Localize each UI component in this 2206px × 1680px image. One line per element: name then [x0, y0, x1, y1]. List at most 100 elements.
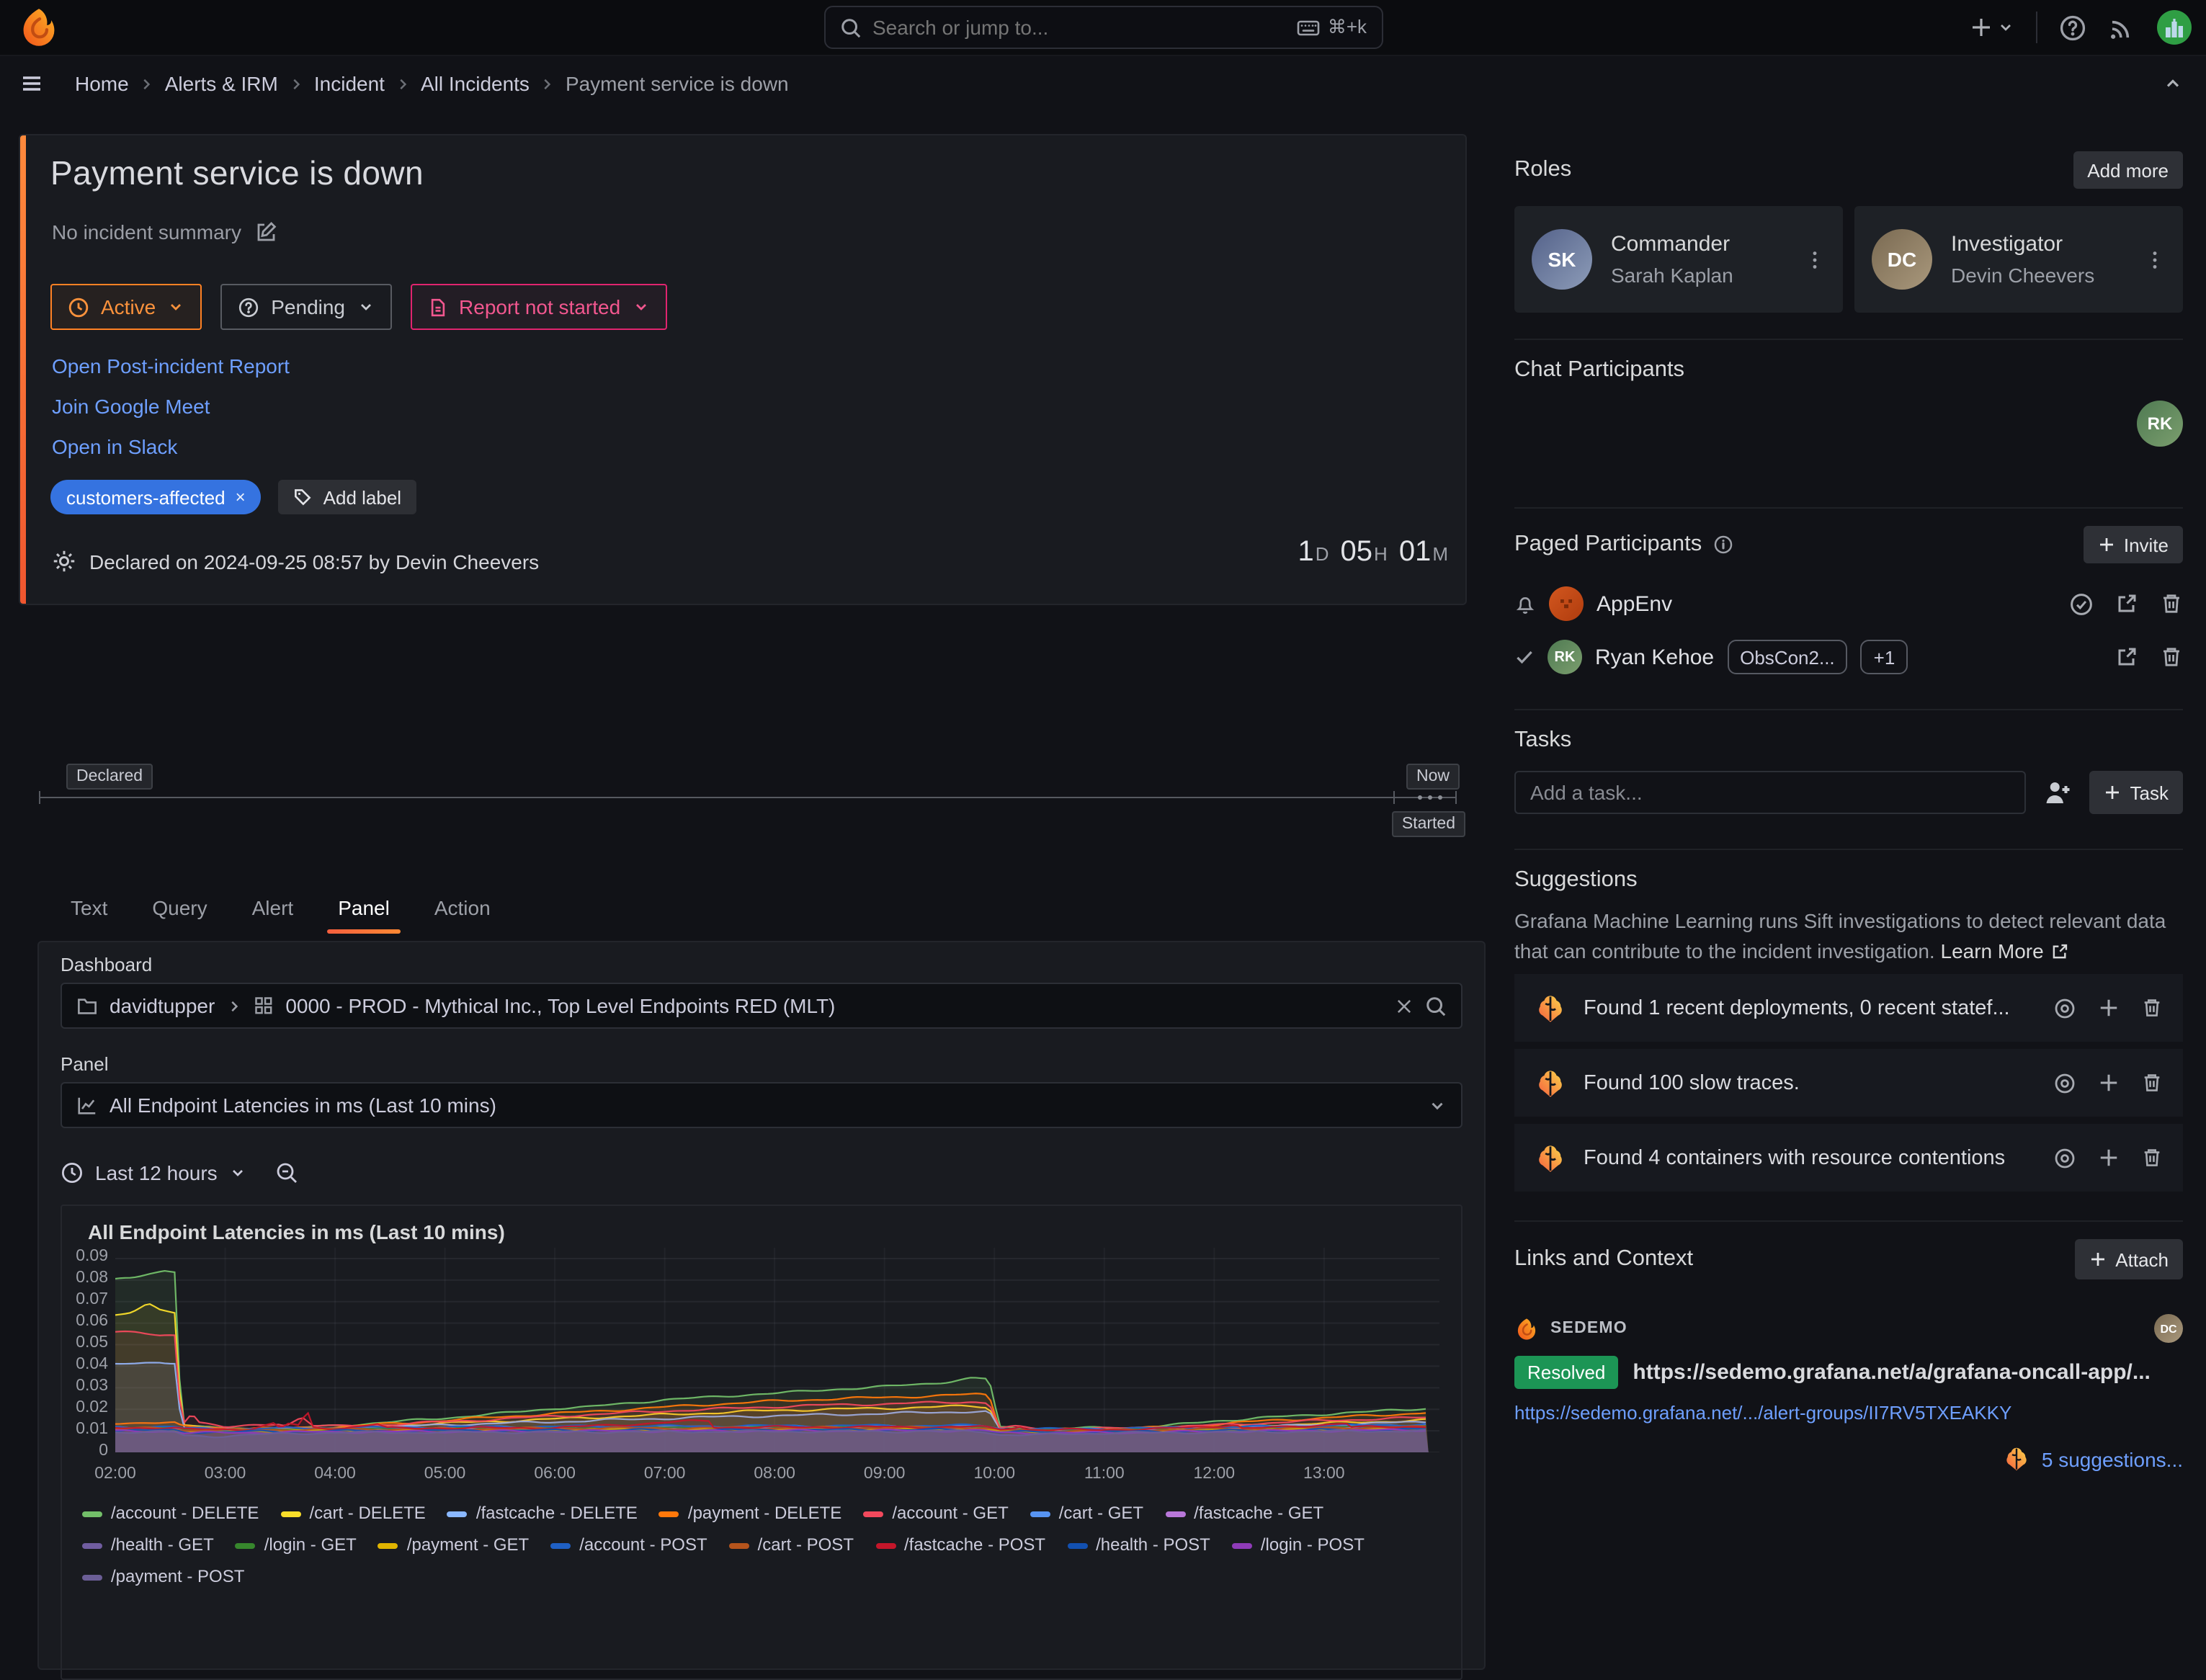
- clear-icon[interactable]: [1395, 996, 1414, 1015]
- legend-item[interactable]: /account - GET: [863, 1498, 1009, 1529]
- collapse-header-icon[interactable]: [2163, 73, 2183, 93]
- chat-participant-avatar[interactable]: RK: [2137, 401, 2183, 447]
- more-schedules-chip[interactable]: +1: [1860, 640, 1908, 674]
- plus-icon[interactable]: [2098, 1147, 2120, 1169]
- legend-item[interactable]: /account - POST: [550, 1530, 707, 1560]
- legend-swatch: [728, 1542, 749, 1548]
- remove-label-icon[interactable]: ×: [235, 487, 246, 507]
- tab-panel[interactable]: Panel: [326, 890, 401, 934]
- role-person: Sarah Kaplan: [1611, 264, 1733, 287]
- user-avatar[interactable]: [2157, 10, 2192, 45]
- breadcrumb-alerts-irm[interactable]: Alerts & IRM: [164, 71, 278, 94]
- add-task-button[interactable]: Task: [2089, 771, 2183, 814]
- check-circle-icon[interactable]: [2069, 591, 2094, 616]
- status-report-dropdown[interactable]: Report not started: [410, 284, 667, 330]
- timeline-now-chip[interactable]: Now: [1406, 764, 1460, 790]
- legend-label: /login - POST: [1260, 1534, 1365, 1555]
- legend-item[interactable]: /cart - POST: [728, 1530, 854, 1560]
- legend-item[interactable]: /payment - DELETE: [658, 1498, 841, 1529]
- tab-action[interactable]: Action: [434, 896, 491, 919]
- breadcrumb-incident[interactable]: Incident: [313, 71, 385, 94]
- kebab-menu-icon[interactable]: [2144, 249, 2166, 270]
- suggestion-item[interactable]: Found 1 recent deployments, 0 recent sta…: [1514, 974, 2183, 1042]
- legend-item[interactable]: /fastcache - POST: [875, 1530, 1045, 1560]
- focus-icon[interactable]: [2053, 1146, 2076, 1169]
- legend-item[interactable]: /login - POST: [1231, 1530, 1365, 1560]
- trash-icon[interactable]: [2141, 997, 2163, 1019]
- add-more-roles-button[interactable]: Add more: [2073, 151, 2183, 189]
- suggestions-count-link[interactable]: 5 suggestions...: [2041, 1447, 2183, 1470]
- attached-link-title[interactable]: https://sedemo.grafana.net/a/grafana-onc…: [1633, 1360, 2151, 1385]
- tab-alert[interactable]: Alert: [251, 896, 294, 919]
- legend-item[interactable]: /payment - POST: [82, 1562, 244, 1592]
- legend-label: /account - DELETE: [111, 1503, 259, 1523]
- legend-item[interactable]: /account - DELETE: [82, 1498, 259, 1529]
- new-menu-button[interactable]: [1970, 16, 2014, 39]
- invite-button[interactable]: Invite: [2083, 526, 2183, 563]
- legend-swatch: [863, 1511, 884, 1516]
- dashboard-picker[interactable]: davidtupper 0000 - PROD - Mythical Inc.,…: [61, 983, 1463, 1029]
- legend-item[interactable]: /cart - GET: [1030, 1498, 1143, 1529]
- zoom-out-icon[interactable]: [275, 1161, 298, 1184]
- plus-icon[interactable]: [2098, 997, 2120, 1019]
- suggestion-text: Found 1 recent deployments, 0 recent sta…: [1584, 996, 2010, 1019]
- status-active-dropdown[interactable]: Active: [50, 284, 202, 330]
- open-post-incident-report-link[interactable]: Open Post-incident Report: [52, 354, 290, 377]
- add-task-input[interactable]: [1514, 771, 2027, 814]
- timeline-started-chip[interactable]: Started: [1391, 811, 1465, 837]
- label-chip[interactable]: customers-affected ×: [50, 480, 262, 514]
- dashboard-folder: davidtupper: [110, 994, 215, 1017]
- legend-item[interactable]: /payment - GET: [378, 1530, 529, 1560]
- breadcrumb-all-incidents[interactable]: All Incidents: [420, 71, 530, 94]
- legend-item[interactable]: /health - GET: [82, 1530, 214, 1560]
- kebab-menu-icon[interactable]: [1804, 249, 1826, 270]
- info-icon[interactable]: [1713, 535, 1733, 555]
- open-in-slack-link[interactable]: Open in Slack: [52, 435, 178, 458]
- menu-toggle-icon[interactable]: [20, 71, 43, 94]
- trash-icon[interactable]: [2160, 592, 2183, 615]
- search-input[interactable]: [872, 16, 1286, 39]
- attach-button[interactable]: Attach: [2075, 1239, 2183, 1279]
- timeline-declared-chip[interactable]: Declared: [66, 764, 153, 790]
- role-card-commander[interactable]: SK Commander Sarah Kaplan: [1514, 206, 1843, 313]
- join-google-meet-link[interactable]: Join Google Meet: [52, 395, 210, 418]
- suggestion-item[interactable]: Found 100 slow traces.: [1514, 1049, 2183, 1117]
- trash-icon[interactable]: [2141, 1072, 2163, 1094]
- x-tick-label: 02:00: [94, 1465, 136, 1483]
- time-range-picker[interactable]: Last 12 hours: [95, 1161, 218, 1184]
- trash-icon[interactable]: [2141, 1147, 2163, 1169]
- focus-icon[interactable]: [2053, 996, 2076, 1019]
- tab-query[interactable]: Query: [152, 896, 207, 919]
- legend-item[interactable]: /fastcache - DELETE: [447, 1498, 638, 1529]
- legend-item[interactable]: /fastcache - GET: [1165, 1498, 1323, 1529]
- news-rss-icon[interactable]: [2108, 14, 2135, 41]
- grafana-logo-icon[interactable]: [17, 6, 61, 49]
- oncall-schedule-chip[interactable]: ObsCon2...: [1727, 640, 1848, 674]
- status-pending-dropdown[interactable]: Pending: [220, 284, 392, 330]
- suggestion-item[interactable]: Found 4 containers with resource content…: [1514, 1124, 2183, 1192]
- declared-text: Declared on 2024-09-25 08:57 by Devin Ch…: [89, 550, 540, 573]
- external-link-icon[interactable]: [2115, 645, 2138, 669]
- learn-more-link[interactable]: Learn More: [1941, 937, 2070, 967]
- external-link-icon[interactable]: [2115, 592, 2138, 615]
- alert-group-link[interactable]: https://sedemo.grafana.net/.../alert-gro…: [1514, 1402, 2012, 1424]
- add-label-button[interactable]: Add label: [278, 480, 416, 514]
- help-icon[interactable]: [2059, 14, 2086, 41]
- assign-user-icon[interactable]: [2044, 778, 2073, 807]
- role-card-investigator[interactable]: DC Investigator Devin Cheevers: [1854, 206, 2183, 313]
- panel-select[interactable]: All Endpoint Latencies in ms (Last 10 mi…: [61, 1082, 1463, 1128]
- focus-icon[interactable]: [2053, 1071, 2076, 1094]
- tab-text[interactable]: Text: [71, 896, 108, 919]
- chevron-down-icon: [232, 1170, 243, 1176]
- legend-item[interactable]: /health - POST: [1067, 1530, 1210, 1560]
- edit-summary-icon[interactable]: [254, 220, 277, 243]
- plus-icon[interactable]: [2098, 1072, 2120, 1094]
- global-search[interactable]: ⌘+k: [823, 6, 1383, 49]
- timeline-track[interactable]: [39, 797, 1457, 798]
- legend-item[interactable]: /login - GET: [235, 1530, 357, 1560]
- legend-item[interactable]: /cart - DELETE: [280, 1498, 426, 1529]
- chart-plot-area[interactable]: 0 0.01 0.02 0.03 0.04 0.05 0.06 0.07 0.08 0.09 02…: [62, 1245, 1461, 1490]
- trash-icon[interactable]: [2160, 645, 2183, 669]
- breadcrumb-home[interactable]: Home: [75, 71, 129, 94]
- search-icon[interactable]: [1425, 995, 1447, 1017]
